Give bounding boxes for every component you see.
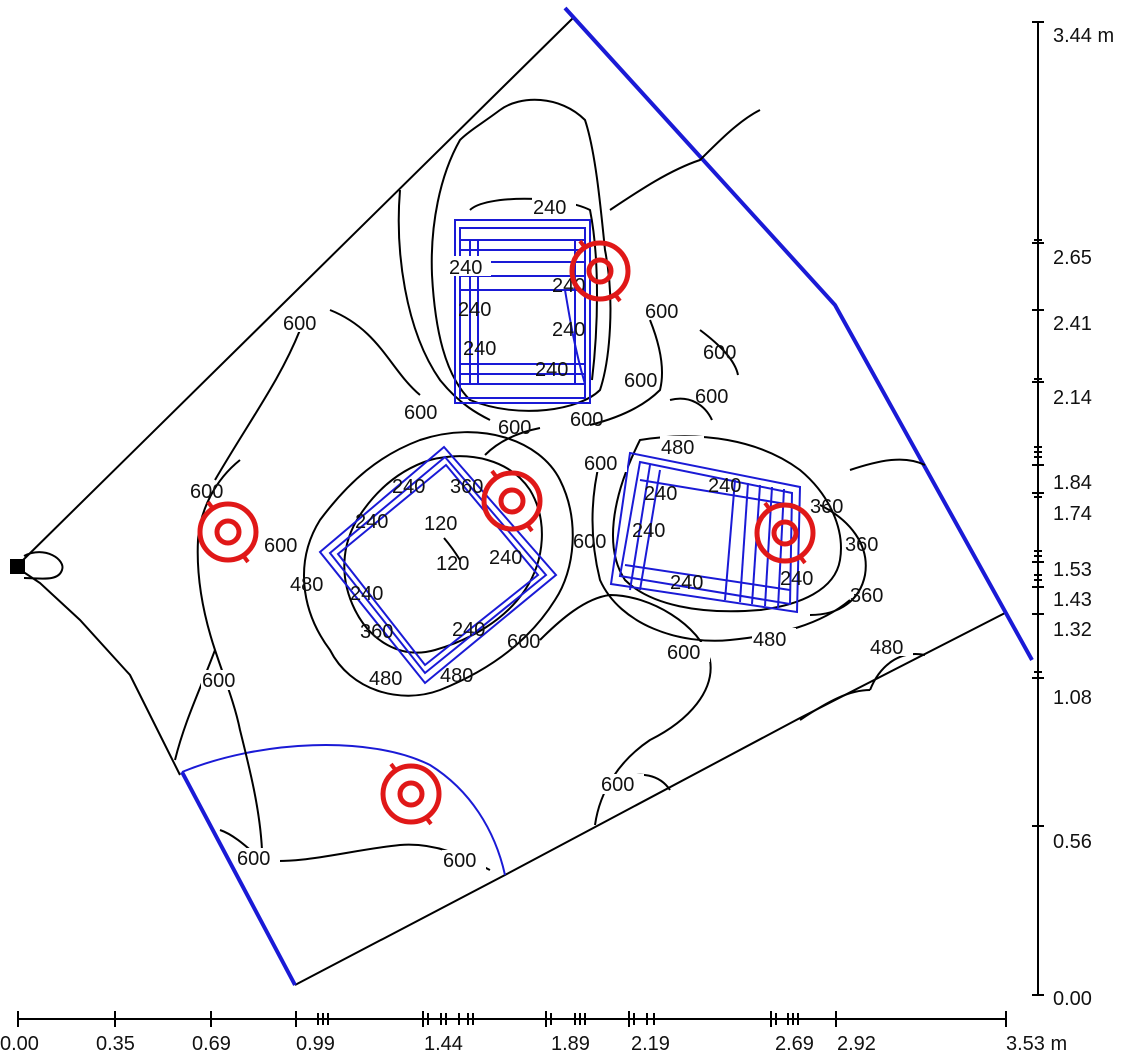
contour-label: 600 [237, 848, 270, 870]
contour-label: 240 [392, 476, 425, 498]
luminaires [197, 239, 816, 826]
contour-label: 480 [440, 665, 473, 687]
contour-label: 240 [670, 572, 703, 594]
y-axis-tick-label: 1.08 [1053, 687, 1092, 709]
y-axis-tick-label: 1.84 [1053, 472, 1092, 494]
contour-label: 240 [535, 359, 568, 381]
contour-label: 240 [355, 511, 388, 533]
y-axis-tick-label: 2.65 [1053, 247, 1092, 269]
y-axis-tick-label: 1.53 [1053, 559, 1092, 581]
contour-label: 600 [498, 417, 531, 439]
y-axis-unit-label: 3.44 m [1053, 25, 1114, 47]
y-axis-tick-label: 0.56 [1053, 831, 1092, 853]
contour-label: 600 [667, 642, 700, 664]
contour-label: 600 [283, 313, 316, 335]
x-axis-tick-label: 0.69 [192, 1033, 231, 1055]
contour-label: 600 [584, 453, 617, 475]
contour-label: 600 [601, 774, 634, 796]
contour-label: 240 [452, 619, 485, 641]
contour-label: 240 [533, 197, 566, 219]
luminaire-icon [754, 501, 816, 565]
contour-label: 600 [404, 402, 437, 424]
contour-label: 480 [290, 574, 323, 596]
contour-label: 360 [450, 476, 483, 498]
door-swing-arc [181, 744, 506, 876]
x-axis-tick-label: 2.92 [837, 1033, 876, 1055]
x-axis-unit-label: 3.53 m [1006, 1033, 1067, 1055]
y-axis-tick-label: 2.41 [1053, 313, 1092, 335]
contour-label: 600 [443, 850, 476, 872]
contour-label: 240 [489, 547, 522, 569]
y-axis-tick-label: 1.43 [1053, 589, 1092, 611]
x-axis-tick-label: 0.00 [0, 1033, 39, 1055]
contour-label: 600 [190, 481, 223, 503]
room-corner-marker [10, 559, 25, 574]
x-axis-tick-label: 2.19 [631, 1033, 670, 1055]
contour-label: 240 [708, 475, 741, 497]
contour-label: 240 [632, 520, 665, 542]
contour-label: 360 [850, 585, 883, 607]
contour-label: 480 [661, 437, 694, 459]
contour-label: 600 [573, 531, 606, 553]
contour-label: 480 [870, 637, 903, 659]
contour-label: 600 [645, 301, 678, 323]
contour-label: 120 [424, 513, 457, 535]
contour-label: 120 [436, 553, 469, 575]
contour-label: 600 [624, 370, 657, 392]
contour-label: 480 [369, 668, 402, 690]
luminaire-icon [569, 239, 631, 303]
contour-label: 240 [644, 483, 677, 505]
contour-label: 480 [753, 629, 786, 651]
contour-label: 600 [264, 535, 297, 557]
isolux-contours [174, 98, 926, 871]
centre-table [318, 445, 558, 685]
contour-label: 360 [360, 621, 393, 643]
x-axis-tick-label: 0.99 [296, 1033, 335, 1055]
x-axis-tick-label: 1.44 [424, 1033, 463, 1055]
walls [180, 6, 1034, 986]
contour-label: 240 [552, 275, 585, 297]
contour-label: 240 [458, 299, 491, 321]
luminaire-icon [197, 500, 259, 564]
contour-labels: 240 240 240 240 240 240 240 600 600 600 … [190, 196, 913, 872]
contour-label: 240 [350, 583, 383, 605]
contour-label: 600 [570, 409, 603, 431]
x-axis-tick-label: 1.89 [551, 1033, 590, 1055]
luminaire-icon [380, 762, 442, 826]
contour-label: 240 [552, 319, 585, 341]
x-axis-tick-label: 2.69 [775, 1033, 814, 1055]
contour-label: 600 [695, 386, 728, 408]
contour-label: 360 [845, 534, 878, 556]
contour-label: 240 [463, 338, 496, 360]
contour-label: 360 [810, 496, 843, 518]
contour-label: 240 [449, 257, 482, 279]
right-table [609, 451, 802, 614]
y-axis-tick-label: 1.74 [1053, 503, 1092, 525]
contour-label: 240 [780, 568, 813, 590]
luminaire-icon [481, 469, 543, 533]
y-axis-tick-label: 1.32 [1053, 619, 1092, 641]
y-axis-tick-label: 2.14 [1053, 387, 1092, 409]
contour-label: 600 [703, 342, 736, 364]
x-axis: 0.00 0.35 0.69 0.99 1.44 1.89 2.19 [0, 1011, 1067, 1055]
contour-label: 600 [507, 631, 540, 653]
y-axis: 3.44 m 2.65 2.41 2.14 1.84 1.74 1.53 1.4… [1032, 21, 1114, 1010]
contour-label: 600 [202, 670, 235, 692]
y-axis-tick-label: 0.00 [1053, 988, 1092, 1010]
x-axis-tick-label: 0.35 [96, 1033, 135, 1055]
room-outline [10, 17, 1006, 986]
